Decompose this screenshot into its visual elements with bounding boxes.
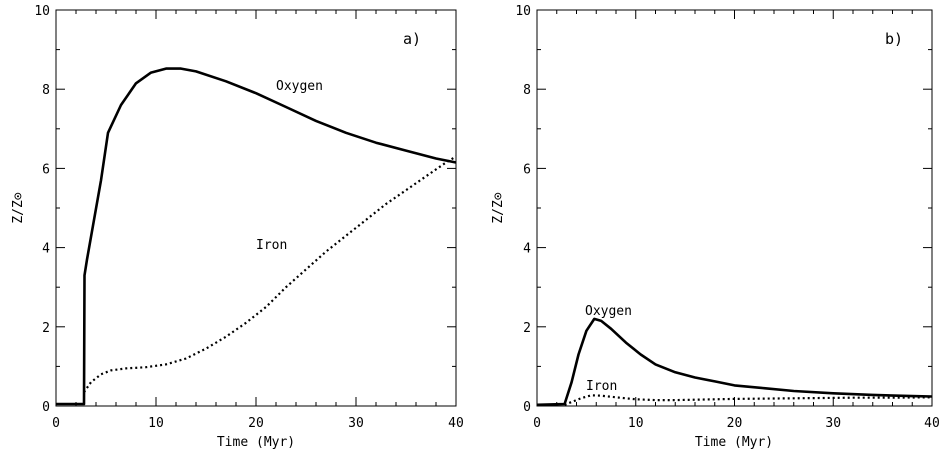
panel-a-ticks: 0 10 20 30 40 0 2 4 6 8 10 [34, 4, 463, 431]
panel-b-x-tick-label: 0 [533, 416, 541, 431]
panel-a-x-axis-title: Time (Myr) [217, 435, 295, 450]
panel-b-x-tick-label: 10 [628, 416, 644, 431]
panel-b-y-tick-label: 2 [523, 321, 531, 336]
panel-a-frame [55, 9, 457, 407]
panel-a: 0 10 20 30 40 0 2 4 6 8 10 a) Oxygen Iron Time (My… [11, 4, 464, 450]
panel-b-frame [536, 9, 933, 407]
panel-a-y-tick-label: 10 [34, 4, 50, 19]
panel-b-x-axis-title: Time (Myr) [695, 435, 773, 450]
panel-a-iron-line [83, 155, 457, 393]
panel-a-y-tick-label: 8 [42, 83, 50, 98]
panel-b-y-tick-label: 10 [515, 4, 531, 19]
panel-a-y-tick-label: 0 [42, 400, 50, 415]
panel-b-ticks: 0 10 20 30 40 0 2 4 6 8 10 [515, 4, 939, 431]
panel-a-y-tick-label: 2 [42, 321, 50, 336]
panel-a-label: a) [403, 30, 421, 48]
panel-b-y-tick-label: 6 [523, 162, 531, 177]
panel-a-x-tick-label: 40 [448, 416, 464, 431]
panel-b-oxygen-line [536, 317, 933, 407]
panel-a-series [56, 67, 457, 406]
panel-b-x-tick-label: 20 [727, 416, 743, 431]
panel-a-oxygen-line [56, 67, 457, 406]
panel-b-x-tick-label: 40 [924, 416, 940, 431]
panel-a-iron-label: Iron [256, 238, 287, 253]
panel-b-oxygen-label: Oxygen [585, 304, 632, 319]
panel-b-iron-label: Iron [586, 379, 617, 394]
panel-b-x-tick-label: 30 [825, 416, 841, 431]
panel-a-x-tick-label: 20 [248, 416, 264, 431]
panel-b-y-axis-title: Z/Z⊙ [491, 192, 506, 223]
panel-b: 0 10 20 30 40 0 2 4 6 8 10 b) Oxygen Iron Time (My… [491, 4, 940, 450]
panel-a-y-tick-label: 4 [42, 242, 50, 257]
panel-a-x-tick-label: 30 [348, 416, 364, 431]
panel-a-y-axis-title: Z/Z⊙ [11, 192, 26, 223]
panel-b-series [536, 317, 933, 407]
panel-b-y-tick-label: 4 [523, 242, 531, 257]
panel-b-label: b) [885, 30, 903, 48]
panel-b-y-tick-label: 0 [523, 400, 531, 415]
panel-b-iron-line [564, 394, 933, 406]
panel-a-oxygen-label: Oxygen [276, 79, 323, 94]
panel-b-y-tick-label: 8 [523, 83, 531, 98]
panel-a-x-tick-label: 0 [52, 416, 60, 431]
panel-a-y-tick-label: 6 [42, 162, 50, 177]
panel-a-x-tick-label: 10 [148, 416, 164, 431]
